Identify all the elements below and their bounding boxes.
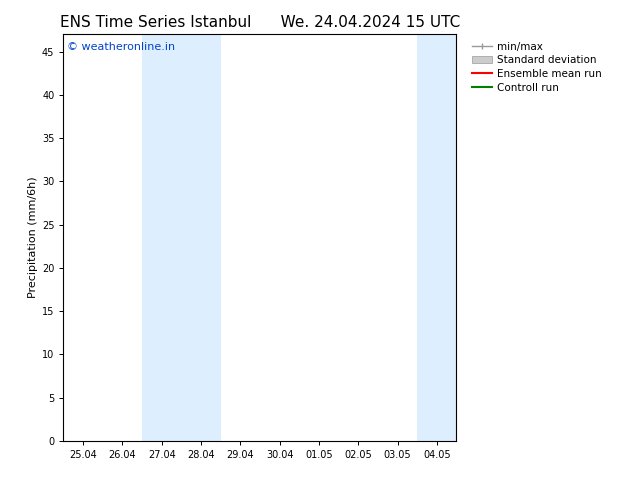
Y-axis label: Precipitation (mm/6h): Precipitation (mm/6h): [28, 177, 37, 298]
Text: © weatheronline.in: © weatheronline.in: [67, 43, 176, 52]
Bar: [142, 34, 221, 441]
Title: ENS Time Series Istanbul      We. 24.04.2024 15 UTC: ENS Time Series Istanbul We. 24.04.2024 …: [60, 15, 460, 30]
Bar: [417, 34, 456, 441]
Legend: min/max, Standard deviation, Ensemble mean run, Controll run: min/max, Standard deviation, Ensemble me…: [470, 40, 604, 95]
